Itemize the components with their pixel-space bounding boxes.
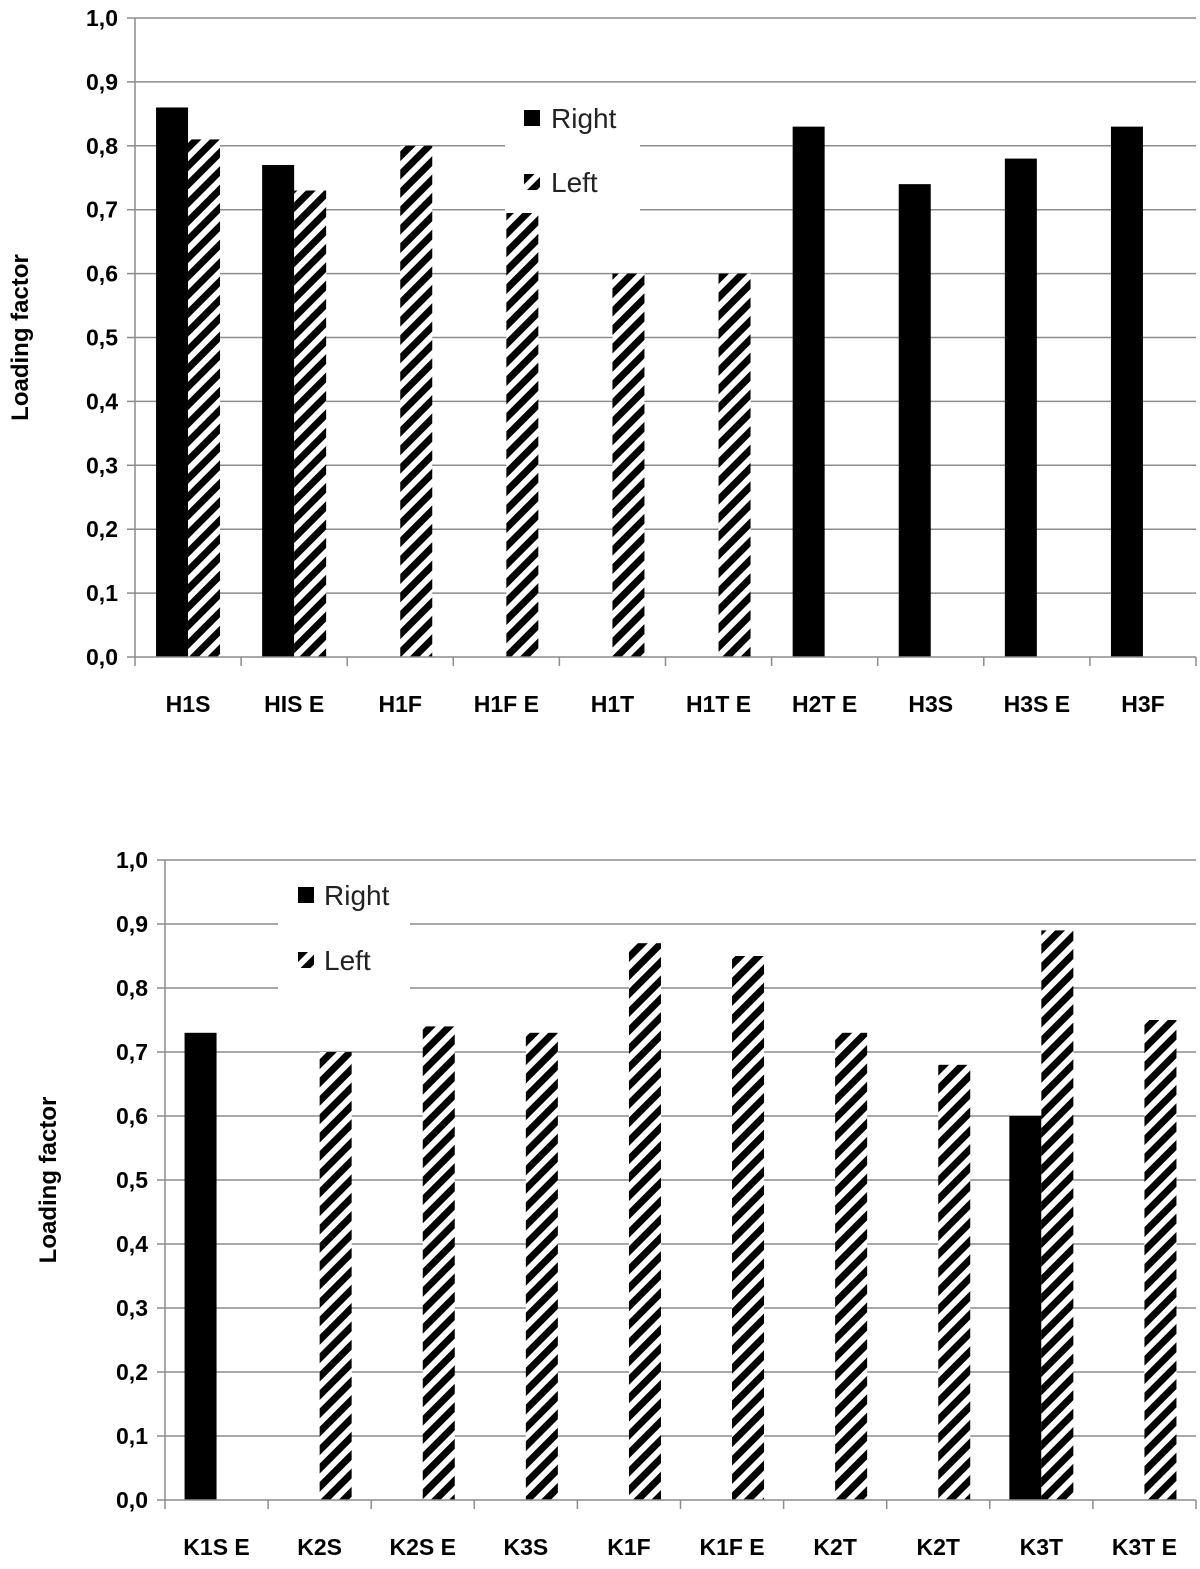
legend-swatch-right — [298, 887, 314, 903]
y-axis-label: Loading factor — [7, 254, 34, 421]
category-label: K3T E — [1112, 1534, 1177, 1560]
y-tick-label: 0,1 — [116, 1423, 148, 1449]
y-tick-label: 0,2 — [116, 1359, 148, 1385]
bar-left — [938, 1064, 971, 1500]
category-label: HIS E — [264, 691, 324, 717]
legend-label-left: Left — [551, 167, 598, 198]
bar-right — [262, 164, 295, 657]
category-label: H2T E — [792, 691, 857, 717]
bar-left — [319, 1052, 352, 1500]
legend: Right Left — [278, 872, 410, 990]
bar-right — [1110, 126, 1143, 657]
y-tick-label: 0,9 — [116, 911, 148, 937]
category-label: K2T — [813, 1534, 856, 1560]
bar-left — [525, 1032, 558, 1500]
bar-left — [422, 1026, 455, 1500]
bar-right — [792, 126, 825, 657]
bar-left — [506, 209, 539, 657]
bar-right — [1004, 158, 1037, 657]
bar-left — [1144, 1020, 1177, 1500]
lower-bar-chart: 0,0 0,1 0,2 0,3 0,4 0,5 0,6 0,7 0,8 0,9 1,0 Loading… — [35, 847, 1197, 1560]
category-label: H1T — [591, 691, 634, 717]
bar-left — [718, 273, 751, 657]
y-tick-label: 0,6 — [86, 261, 118, 287]
bar-left — [835, 1032, 868, 1500]
category-label: K3T — [1020, 1534, 1063, 1560]
y-tick-label: 0,6 — [116, 1103, 148, 1129]
category-label: K1S E — [183, 1534, 249, 1560]
bar-right — [1009, 1116, 1042, 1500]
category-label: K1F E — [699, 1534, 764, 1560]
bar-left — [400, 145, 433, 658]
category-label: K1F — [607, 1534, 650, 1560]
y-tick-label: 1,0 — [116, 847, 148, 873]
bar-left — [628, 943, 661, 1500]
y-tick-label: 0,0 — [86, 644, 118, 670]
legend: Right Left — [505, 95, 640, 213]
category-label: K2T — [917, 1534, 960, 1560]
category-label: H1T E — [686, 691, 751, 717]
legend-label-right: Right — [551, 103, 617, 134]
y-axis-label: Loading factor — [35, 1097, 62, 1264]
bar-left — [294, 190, 327, 657]
y-tick-label: 0,3 — [86, 452, 118, 478]
category-label: H3S E — [1004, 691, 1070, 717]
bar-right — [898, 184, 931, 657]
y-tick-label: 0,1 — [86, 580, 118, 606]
upper-bar-chart: 0,0 0,1 0,2 0,3 0,4 0,5 0,6 0,7 0,8 0,9 1,0 Loading… — [7, 5, 1197, 717]
category-label: K3S — [503, 1534, 548, 1560]
y-tick-label: 0,8 — [86, 133, 118, 159]
y-tick-label: 0,5 — [86, 325, 118, 351]
bar-left — [612, 273, 645, 657]
category-label: H1F E — [474, 691, 539, 717]
y-tick-label: 0,5 — [116, 1167, 148, 1193]
y-tick-label: 0,4 — [86, 388, 118, 414]
y-tick-label: 1,0 — [86, 5, 118, 31]
bar-right — [156, 107, 189, 657]
y-tick-label: 0,0 — [116, 1487, 148, 1513]
category-label: H3S — [908, 691, 953, 717]
category-label: H3F — [1121, 691, 1164, 717]
category-label: K2S — [297, 1534, 342, 1560]
y-tick-label: 0,3 — [116, 1295, 148, 1321]
category-label: K2S E — [390, 1534, 456, 1560]
y-tick-label: 0,9 — [86, 69, 118, 95]
y-tick-label: 0,8 — [116, 975, 148, 1001]
legend-swatch-left — [298, 952, 314, 968]
legend-swatch-left — [524, 174, 540, 190]
legend-label-right: Right — [324, 880, 390, 911]
bar-left — [1041, 930, 1074, 1500]
bar-left — [188, 139, 221, 657]
legend-label-left: Left — [324, 945, 371, 976]
category-label: H1S — [166, 691, 211, 717]
y-tick-label: 0,2 — [86, 516, 118, 542]
legend-swatch-right — [524, 110, 540, 126]
bar-left — [732, 956, 765, 1500]
bar-right — [184, 1032, 217, 1500]
y-tick-label: 0,4 — [116, 1231, 148, 1257]
category-label: H1F — [379, 691, 422, 717]
y-tick-label: 0,7 — [86, 197, 118, 223]
y-tick-label: 0,7 — [116, 1039, 148, 1065]
